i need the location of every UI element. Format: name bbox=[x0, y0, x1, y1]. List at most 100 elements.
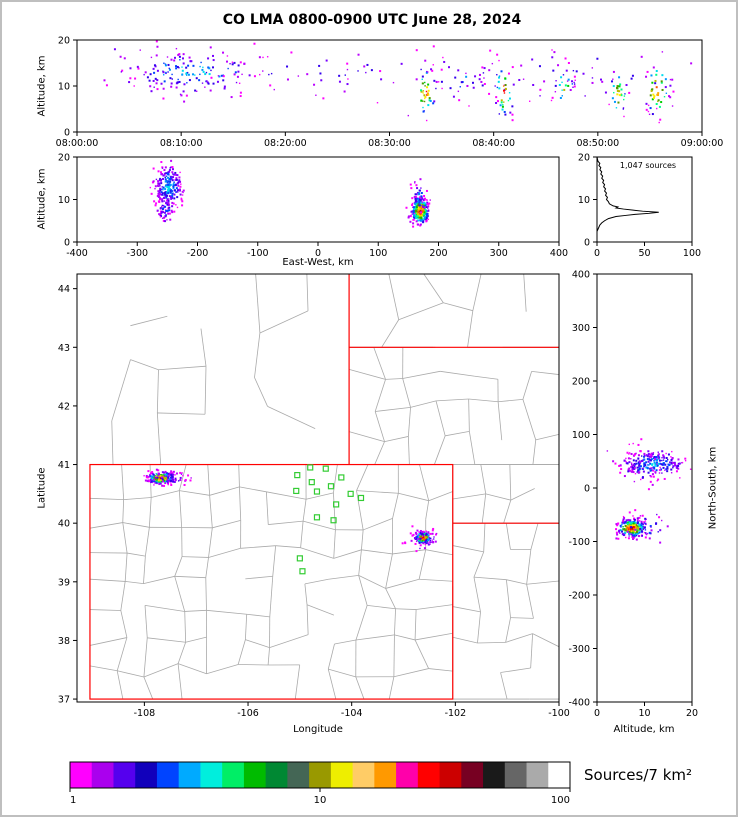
source-point bbox=[170, 483, 173, 486]
source-point bbox=[619, 471, 622, 474]
county-line bbox=[144, 527, 150, 557]
colorbar-cell bbox=[70, 762, 93, 788]
source-point bbox=[152, 478, 155, 481]
source-point bbox=[483, 82, 486, 85]
source-point bbox=[165, 210, 168, 213]
source-point bbox=[622, 515, 625, 518]
source-point bbox=[161, 471, 164, 474]
source-point bbox=[620, 468, 623, 471]
source-point bbox=[644, 522, 646, 524]
source-point bbox=[167, 483, 169, 486]
county-line bbox=[402, 378, 411, 408]
source-point bbox=[167, 71, 169, 73]
source-point bbox=[420, 211, 423, 214]
source-point bbox=[411, 525, 414, 528]
county-line bbox=[483, 523, 486, 552]
x-tick-label: -300 bbox=[126, 248, 148, 259]
source-point bbox=[416, 191, 419, 194]
county-line bbox=[300, 547, 334, 559]
colorbar-cell bbox=[309, 762, 332, 788]
source-point bbox=[663, 96, 666, 98]
source-point bbox=[651, 458, 654, 461]
source-point bbox=[622, 519, 625, 522]
source-point bbox=[627, 537, 630, 540]
source-point bbox=[168, 170, 171, 173]
county-line bbox=[452, 606, 481, 613]
source-point bbox=[154, 477, 157, 479]
source-point bbox=[640, 524, 643, 526]
source-point bbox=[415, 193, 418, 196]
source-point bbox=[465, 75, 468, 78]
source-point bbox=[411, 197, 414, 200]
source-point bbox=[558, 84, 561, 87]
county-line bbox=[452, 493, 486, 500]
y-tick-label: -300 bbox=[568, 644, 590, 655]
x-tick-label: -108 bbox=[134, 708, 156, 719]
source-point bbox=[655, 86, 658, 89]
source-point bbox=[677, 464, 680, 467]
source-point bbox=[427, 209, 430, 212]
source-point bbox=[153, 64, 156, 67]
ew-panel-ylabel: Altitude, km bbox=[36, 168, 48, 230]
source-point bbox=[168, 206, 171, 209]
source-point bbox=[370, 69, 373, 72]
source-point bbox=[638, 516, 641, 519]
county-line bbox=[116, 637, 128, 671]
county-line bbox=[435, 400, 446, 436]
source-point bbox=[591, 77, 594, 79]
lma-station-marker bbox=[294, 472, 301, 479]
source-point bbox=[502, 85, 505, 87]
county-line bbox=[208, 547, 241, 558]
source-point bbox=[424, 96, 427, 99]
source-point bbox=[185, 74, 188, 76]
source-point bbox=[498, 76, 501, 79]
source-point bbox=[180, 473, 183, 475]
source-point bbox=[640, 438, 643, 441]
source-point bbox=[422, 534, 425, 537]
county-line bbox=[121, 464, 125, 500]
source-point bbox=[670, 468, 673, 471]
source-point bbox=[421, 532, 424, 534]
source-point bbox=[412, 218, 415, 221]
source-point bbox=[166, 56, 169, 58]
county-line bbox=[205, 577, 207, 611]
source-point bbox=[635, 525, 637, 528]
county-line bbox=[522, 399, 537, 441]
source-point bbox=[638, 523, 641, 526]
source-point bbox=[414, 202, 417, 205]
source-point bbox=[669, 84, 672, 87]
source-point bbox=[149, 85, 152, 88]
source-point bbox=[161, 192, 164, 195]
source-point bbox=[419, 204, 421, 207]
source-point bbox=[416, 201, 419, 204]
source-point bbox=[178, 179, 181, 182]
y-tick-label: 42 bbox=[58, 401, 70, 412]
source-point bbox=[572, 69, 575, 72]
source-point bbox=[166, 219, 168, 221]
source-point bbox=[634, 464, 637, 466]
source-point bbox=[647, 464, 649, 466]
source-point bbox=[653, 455, 656, 458]
source-point bbox=[651, 483, 654, 486]
source-point bbox=[651, 113, 654, 116]
source-point bbox=[379, 70, 382, 73]
source-point bbox=[625, 457, 627, 460]
source-point bbox=[503, 110, 506, 113]
source-point bbox=[168, 209, 171, 212]
source-point bbox=[653, 461, 656, 464]
county-line bbox=[302, 520, 336, 531]
source-point bbox=[133, 85, 135, 87]
source-point bbox=[495, 96, 498, 99]
source-point bbox=[629, 522, 632, 525]
source-point bbox=[428, 537, 431, 540]
source-point bbox=[181, 191, 184, 193]
source-point bbox=[419, 540, 421, 542]
source-point bbox=[497, 80, 500, 83]
county-line bbox=[294, 664, 301, 700]
source-point bbox=[419, 209, 422, 212]
source-point bbox=[488, 69, 491, 72]
source-point bbox=[596, 57, 599, 60]
county-line bbox=[428, 668, 453, 672]
source-point bbox=[175, 204, 177, 206]
source-point bbox=[164, 63, 167, 65]
